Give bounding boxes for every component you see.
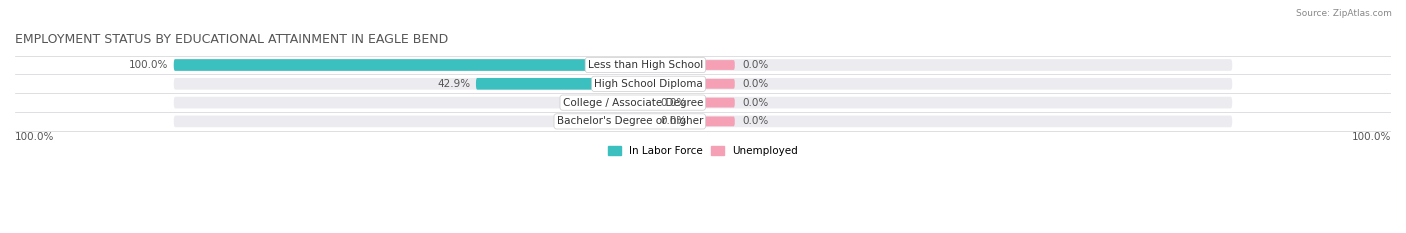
Text: 0.0%: 0.0% (661, 98, 688, 108)
FancyBboxPatch shape (703, 98, 735, 107)
Text: 100.0%: 100.0% (1351, 132, 1391, 142)
FancyBboxPatch shape (477, 78, 703, 90)
Text: 0.0%: 0.0% (742, 116, 769, 126)
FancyBboxPatch shape (174, 59, 1232, 71)
FancyBboxPatch shape (174, 78, 1232, 90)
FancyBboxPatch shape (703, 116, 735, 126)
Text: 100.0%: 100.0% (129, 60, 169, 70)
Text: Source: ZipAtlas.com: Source: ZipAtlas.com (1296, 9, 1392, 18)
FancyBboxPatch shape (174, 59, 703, 71)
FancyBboxPatch shape (174, 97, 1232, 108)
FancyBboxPatch shape (703, 60, 735, 70)
Text: 0.0%: 0.0% (742, 98, 769, 108)
Text: Less than High School: Less than High School (588, 60, 703, 70)
Text: College / Associate Degree: College / Associate Degree (562, 98, 703, 108)
Text: 0.0%: 0.0% (742, 60, 769, 70)
Legend: In Labor Force, Unemployed: In Labor Force, Unemployed (609, 146, 797, 156)
Text: High School Diploma: High School Diploma (595, 79, 703, 89)
FancyBboxPatch shape (703, 79, 735, 89)
Text: EMPLOYMENT STATUS BY EDUCATIONAL ATTAINMENT IN EAGLE BEND: EMPLOYMENT STATUS BY EDUCATIONAL ATTAINM… (15, 33, 449, 46)
Text: 0.0%: 0.0% (742, 79, 769, 89)
Text: 42.9%: 42.9% (437, 79, 471, 89)
FancyBboxPatch shape (174, 116, 1232, 127)
Text: Bachelor's Degree or higher: Bachelor's Degree or higher (557, 116, 703, 126)
Text: 100.0%: 100.0% (15, 132, 55, 142)
Text: 0.0%: 0.0% (661, 116, 688, 126)
